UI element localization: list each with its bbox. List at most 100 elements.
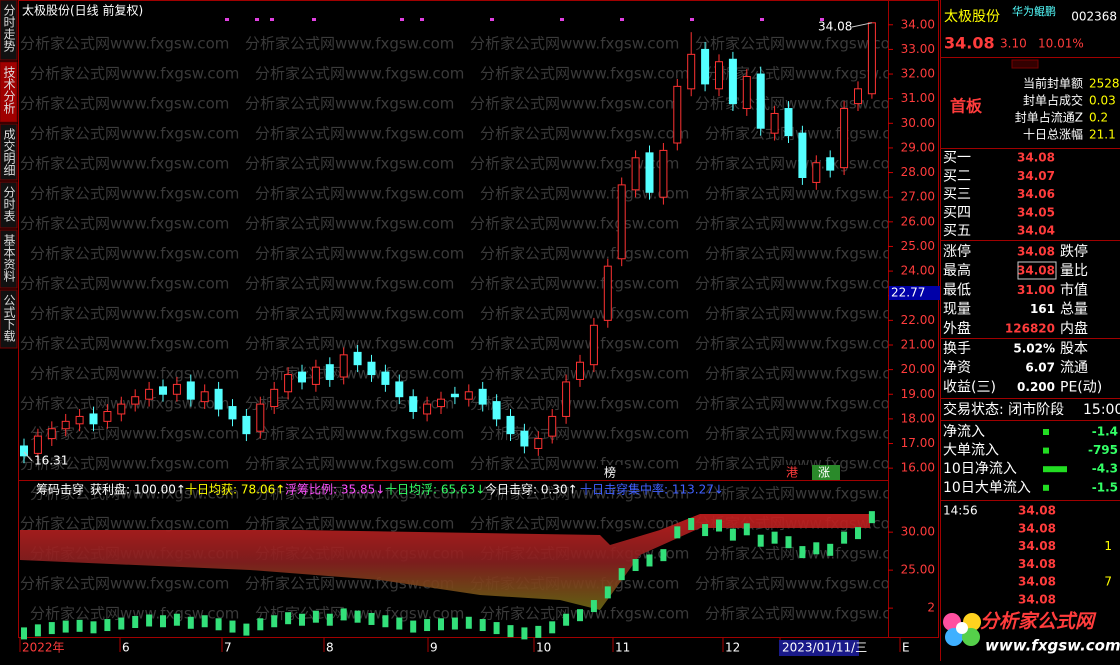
tab[interactable] (0, 123, 18, 181)
watermark: 分析家公式网www.fxgsw.com (30, 425, 239, 443)
watermark: 分析家公式网www.fxgsw.com (480, 425, 689, 443)
y-tick-label: 32.00 (901, 67, 935, 81)
indicator-bar (257, 618, 264, 631)
status: 交易状态: 闭市阶段 (943, 401, 1064, 418)
tab[interactable] (0, 289, 18, 349)
watermark: 分析家公式网www.fxgsw.com (480, 245, 689, 263)
stat-label2: PE(动) (1060, 379, 1102, 395)
watermark: 分析家公式网www.fxgsw.com (470, 35, 679, 53)
stat-label: 涨停 (943, 243, 971, 260)
indicator-bar (729, 528, 736, 541)
watermark: 分析家公式网www.fxgsw.com (255, 125, 464, 143)
candle-body (256, 403, 265, 432)
indicator-bar (702, 524, 709, 537)
watermark: 分析家公式网www.fxgsw.com (20, 455, 229, 473)
y-tick-label: 25.00 (901, 563, 935, 577)
tab[interactable] (0, 61, 18, 123)
candle-body (617, 184, 626, 260)
watermark: 分析家公式网www.fxgsw.com (30, 365, 239, 383)
candle-body (631, 157, 640, 191)
tab[interactable] (0, 181, 18, 229)
chart-title: 太极股份(日线 前复权) (22, 3, 143, 18)
watermark: 分析家公式网www.fxgsw.com (30, 245, 239, 263)
x-tick-label: 10 (536, 641, 551, 655)
watermark: 分析家公式网www.fxgsw.com (255, 365, 464, 383)
tab-label[interactable]: 公式下载 (2, 294, 16, 343)
tab-label[interactable]: 分时走势 (2, 4, 16, 52)
stat-label2: 流通 (1060, 360, 1088, 376)
watermark: 分析家公式网www.fxgsw.com (695, 155, 904, 173)
watermark: 分析家公式网www.fxgsw.com (695, 335, 904, 353)
candle-body (214, 388, 223, 410)
tab[interactable] (0, 0, 18, 61)
candle-body (742, 76, 751, 110)
y-tick-label: 19.00 (901, 387, 935, 401)
high-pointer (851, 22, 873, 28)
stat-value: 31.00 (1017, 283, 1055, 297)
stat-label2: 内盘 (1060, 320, 1088, 337)
seal-label: 当前封单额 (1023, 76, 1083, 91)
bid-price: 34.05 (1017, 205, 1055, 219)
y-tick-label: 20.00 (901, 362, 935, 376)
watermark: 分析家公式网www.fxgsw.com (20, 155, 229, 173)
tab-label[interactable]: 成交明细 (2, 128, 16, 176)
collapse-button[interactable] (1011, 59, 1039, 69)
y-tick-label: 28.00 (901, 165, 935, 179)
tab-label[interactable]: 技术分析 (2, 66, 16, 115)
watermark: 分析家公式网www.fxgsw.com (30, 185, 239, 203)
watermark: 分析家公式网www.fxgsw.com (30, 305, 239, 323)
indicator-bar (424, 619, 431, 632)
indicator-bar (507, 625, 514, 638)
bid-label: 买四 (943, 205, 971, 221)
seal-value: 0.03 (1089, 94, 1116, 108)
tab-label[interactable]: 分时表 (2, 186, 16, 222)
status-time: 15:00 (1083, 402, 1120, 418)
seal-label: 封单占成交 (1023, 93, 1083, 108)
flow-bar (1043, 466, 1067, 473)
watermark: 分析家公式网www.fxgsw.com (705, 305, 914, 323)
candle-body (172, 383, 181, 395)
y-tick-label: 2 (927, 601, 935, 615)
y-tick-label: 30.00 (901, 116, 935, 130)
indicator-item: 浮筹比例: 35.85↓ (285, 483, 385, 497)
x-tick-label: 6 (122, 641, 130, 655)
indicator-bar (577, 609, 583, 622)
flow-label: 10日大单流入 (943, 480, 1031, 496)
concept: 华为鲲鹏 (1012, 4, 1056, 18)
dots (225, 18, 824, 21)
watermark: 分析家公式网www.fxgsw.com (470, 395, 679, 413)
flow-value: -1.4 (1092, 425, 1118, 439)
watermark: 分析家公式网www.fxgsw.com (480, 185, 689, 203)
tab-label[interactable]: 基本资料 (2, 234, 16, 282)
candle-body (145, 388, 154, 400)
watermark: 分析家公式网www.fxgsw.com (695, 395, 904, 413)
indicator-bar (354, 610, 361, 623)
indicator-bar (799, 546, 806, 559)
tab[interactable] (0, 229, 18, 289)
watermark: 分析家公式网www.fxgsw.com (470, 155, 679, 173)
indicator-bar (827, 543, 834, 556)
seal-label: 封单占流通Z (1015, 110, 1083, 125)
indicator-bar (521, 627, 528, 640)
watermark: 分析家公式网www.fxgsw.com (20, 95, 229, 113)
indicator-bar (841, 531, 848, 544)
flow-value: -795 (1088, 443, 1118, 457)
y-tick-label: 30.00 (901, 525, 935, 539)
y-tick-label: 17.00 (901, 436, 935, 450)
indicator-item: 十日击穿集中率: 113.27↓ (580, 482, 724, 497)
stat-value: 0.200 (1017, 380, 1055, 394)
candle-body (298, 371, 306, 383)
indicator-bar (813, 542, 820, 555)
watermark: 分析家公式网www.fxgsw.com (245, 455, 454, 473)
y-tick-label: 26.00 (901, 214, 935, 228)
indicator-bar (757, 534, 764, 547)
bid-label: 买三 (943, 187, 971, 203)
candle-body (339, 354, 348, 378)
stat-label2: 股本 (1060, 341, 1088, 357)
indicator-bar (368, 612, 375, 625)
indicator-bar (48, 622, 55, 635)
indicator-bar (118, 617, 125, 630)
y-tick-label: 16.00 (901, 461, 935, 475)
candle-body (562, 381, 571, 417)
